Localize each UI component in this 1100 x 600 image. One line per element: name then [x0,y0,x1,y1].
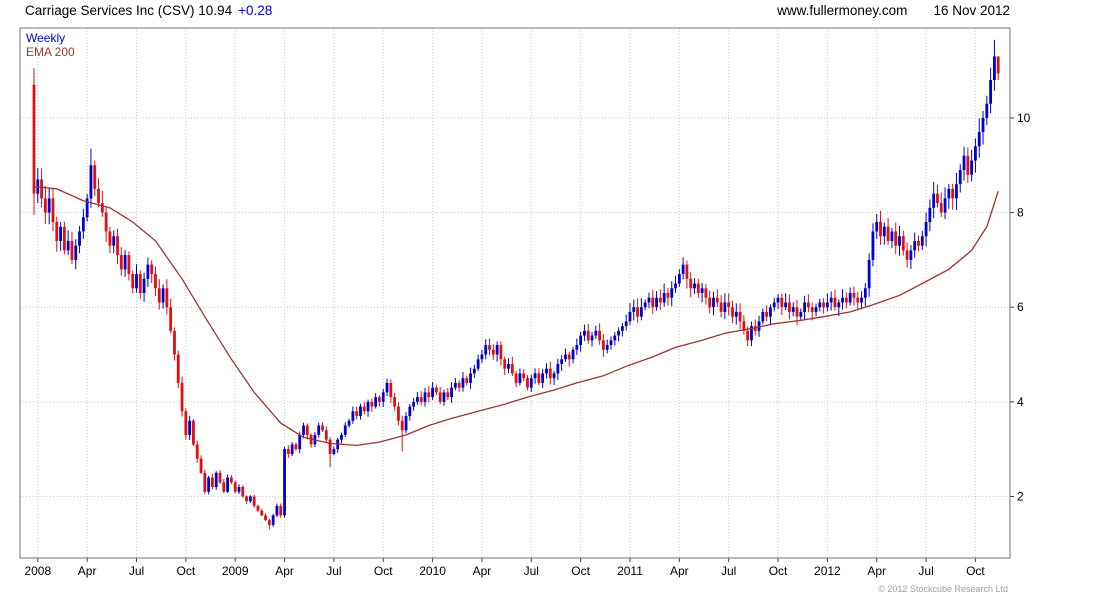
chart-legend: Weekly EMA 200 [26,31,75,59]
svg-text:Jul: Jul [721,564,736,578]
svg-text:Apr: Apr [473,564,492,578]
svg-text:Oct: Oct [571,564,590,578]
copyright-label: © 2012 Stockcube Research Ltd [878,584,1008,594]
date-label: 16 Nov 2012 [933,3,1010,18]
svg-text:Oct: Oct [374,564,393,578]
svg-text:6: 6 [1017,300,1024,314]
svg-text:2010: 2010 [419,564,446,578]
header-right: www.fullermoney.com 16 Nov 2012 [777,3,1010,18]
svg-text:Jul: Jul [326,564,341,578]
svg-text:2: 2 [1017,489,1024,503]
svg-text:Apr: Apr [670,564,689,578]
ema-label: EMA 200 [26,45,75,59]
svg-text:2009: 2009 [222,564,249,578]
chart-header: Carriage Services Inc (CSV) 10.94 +0.28 w… [25,3,1010,18]
svg-text:Jul: Jul [129,564,144,578]
timeframe-label: Weekly [26,31,66,45]
svg-text:10: 10 [1017,111,1031,125]
price-change: +0.28 [238,3,273,18]
website-label: www.fullermoney.com [777,3,908,18]
svg-text:Oct: Oct [177,564,196,578]
svg-text:Jul: Jul [918,564,933,578]
svg-text:8: 8 [1017,206,1024,220]
svg-text:Apr: Apr [78,564,97,578]
svg-text:Jul: Jul [524,564,539,578]
title-group: Carriage Services Inc (CSV) 10.94 +0.28 [25,3,272,18]
svg-text:2008: 2008 [24,564,51,578]
svg-text:2012: 2012 [814,564,841,578]
svg-text:2011: 2011 [617,564,643,578]
chart-title: Carriage Services Inc (CSV) 10.94 [25,3,233,18]
svg-text:Oct: Oct [966,564,985,578]
svg-text:4: 4 [1017,395,1024,409]
svg-text:Oct: Oct [769,564,788,578]
svg-text:Apr: Apr [867,564,886,578]
svg-text:Apr: Apr [275,564,294,578]
